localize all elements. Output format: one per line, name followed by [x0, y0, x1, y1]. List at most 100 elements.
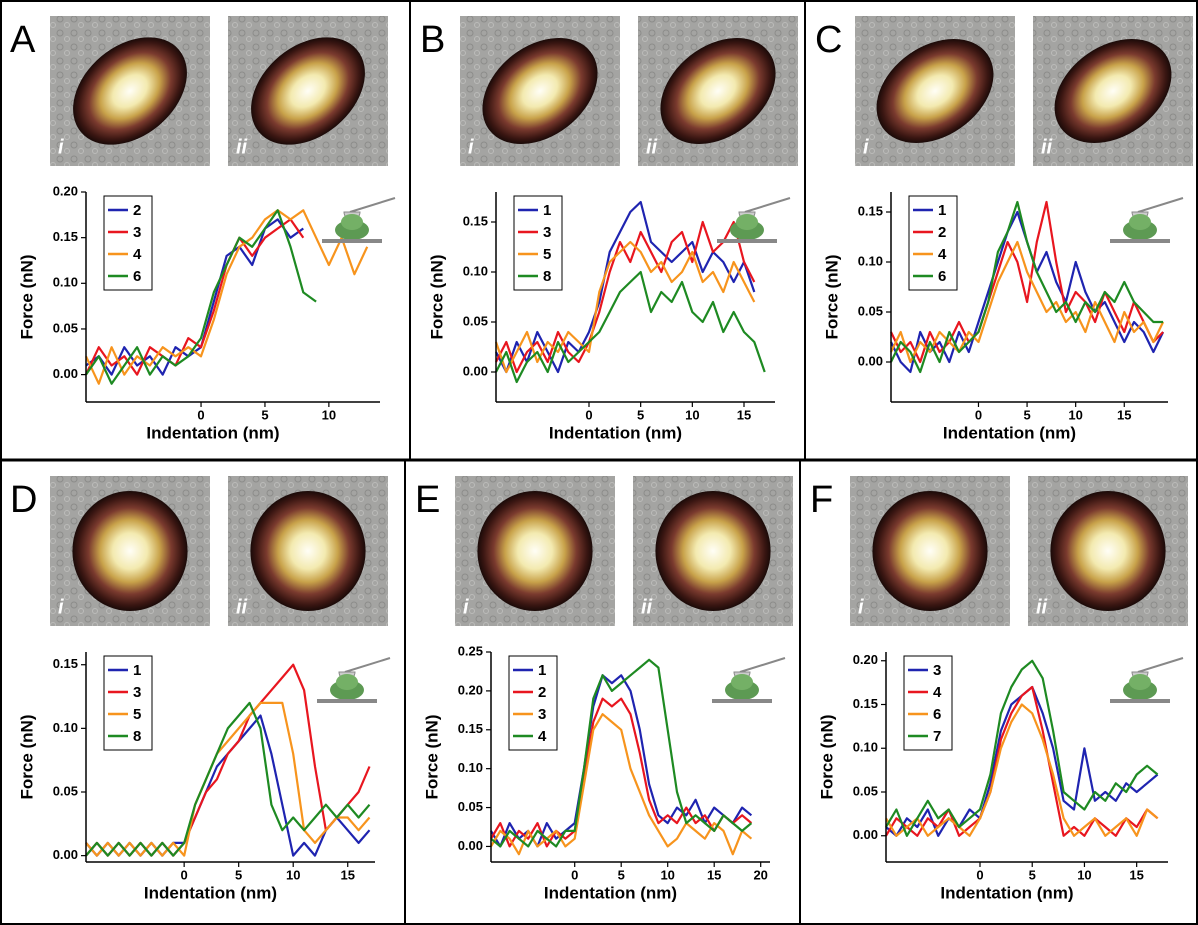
force-curve	[490, 658, 753, 848]
x-tick-label: 15	[1117, 407, 1131, 422]
legend: 2 3 4 6	[103, 195, 153, 291]
y-tick-label: 0.10	[53, 720, 78, 735]
y-axis-label: Force (nN)	[17, 715, 36, 800]
y-tick-label: 0.00	[853, 827, 878, 842]
force-curve	[890, 200, 1164, 364]
y-tick-label: 0.05	[858, 303, 883, 318]
x-tick-label: 5	[1029, 867, 1036, 882]
x-tick-label: 0	[976, 867, 983, 882]
y-tick-label: 0.20	[853, 652, 878, 667]
legend-label: 5	[133, 706, 141, 723]
afm-image: i	[850, 476, 1010, 626]
image-label: i	[468, 136, 474, 158]
y-tick-label: 0.15	[463, 213, 488, 228]
panel: Ai ii0.000.050.100.150.200 5 10Indentation …	[10, 16, 396, 442]
x-tick-label: 0	[585, 407, 592, 422]
y-axis-label: Force (nN)	[822, 255, 841, 340]
image-label: i	[463, 596, 469, 618]
image-label: ii	[236, 136, 248, 158]
legend-label: 1	[538, 662, 546, 679]
legend-label: 5	[543, 246, 551, 263]
afm-image: ii	[633, 476, 793, 626]
force-curve	[85, 701, 371, 857]
x-tick-label: 5	[235, 867, 242, 882]
afm-image: i	[855, 16, 1015, 166]
legend: 1 3 5 8	[513, 195, 563, 291]
y-tick-label: 0.05	[853, 783, 878, 798]
image-label: ii	[1041, 136, 1053, 158]
x-axis-label: Indentation (nm)	[940, 883, 1073, 902]
legend-label: 8	[543, 268, 551, 285]
force-curve	[85, 209, 317, 385]
y-tick-label: 0.15	[853, 696, 878, 711]
legend: 1 3 5 8	[103, 655, 153, 751]
x-tick-label: 0	[975, 407, 982, 422]
force-curve	[85, 209, 369, 385]
y-tick-label: 0.15	[858, 203, 883, 218]
force-curve	[85, 218, 305, 376]
force-curve	[885, 703, 1159, 837]
afm-image: i	[50, 16, 210, 166]
x-tick-label: 0	[197, 407, 204, 422]
x-tick-label: 10	[660, 867, 674, 882]
x-tick-label: 15	[1129, 867, 1143, 882]
y-tick-label: 0.05	[458, 799, 483, 814]
panel-label: E	[415, 479, 440, 521]
x-tick-label: 10	[286, 867, 300, 882]
legend-label: 2	[938, 224, 946, 241]
x-axis-label: Indentation (nm)	[144, 883, 277, 902]
y-tick-label: 0.00	[53, 847, 78, 862]
y-tick-label: 0.10	[463, 263, 488, 278]
x-axis-label: Indentation (nm)	[146, 423, 279, 442]
cantilever-icon	[712, 657, 786, 703]
legend-box	[513, 195, 563, 291]
force-curve	[890, 240, 1165, 364]
legend: 1 2 3 4	[508, 655, 558, 751]
y-axis-label: Force (nN)	[422, 715, 441, 800]
legend: 3 4 6 7	[903, 655, 953, 751]
force-curve	[885, 685, 1159, 837]
y-tick-label: 0.05	[53, 783, 78, 798]
legend-label: 6	[133, 268, 141, 285]
panel: Fi ii0.000.050.100.150.200 5 10 15Indentatio…	[810, 476, 1188, 902]
panel-label: F	[810, 479, 833, 521]
image-label: ii	[1036, 596, 1048, 618]
legend-label: 4	[538, 728, 547, 745]
y-tick-label: 0.00	[458, 838, 483, 853]
panel-label: C	[815, 19, 842, 61]
force-curve	[890, 200, 1164, 374]
image-label: i	[58, 596, 64, 618]
legend-label: 4	[938, 246, 947, 263]
y-tick-label: 0.10	[53, 275, 78, 290]
x-tick-label: 5	[261, 407, 268, 422]
x-tick-label: 5	[618, 867, 625, 882]
image-label: i	[858, 596, 864, 618]
y-tick-label: 0.15	[53, 656, 78, 671]
legend-box	[908, 195, 958, 291]
image-label: ii	[641, 596, 653, 618]
y-tick-label: 0.00	[463, 363, 488, 378]
x-tick-label: 10	[1068, 407, 1082, 422]
panel-label: B	[420, 19, 445, 61]
legend-label: 8	[133, 728, 141, 745]
x-tick-label: 10	[1077, 867, 1091, 882]
x-tick-label: 10	[322, 407, 336, 422]
legend-label: 1	[543, 202, 551, 219]
x-axis-label: Indentation (nm)	[544, 883, 677, 902]
legend-label: 1	[938, 202, 946, 219]
force-curve	[490, 697, 753, 848]
panel-label: D	[10, 479, 37, 521]
afm-image: i	[460, 16, 620, 166]
afm-image: ii	[1028, 476, 1188, 626]
cantilever-icon	[1110, 657, 1184, 703]
y-axis-label: Force (nN)	[17, 255, 36, 340]
legend-label: 2	[133, 202, 141, 219]
afm-image: ii	[228, 16, 388, 166]
y-tick-label: 0.05	[53, 320, 78, 335]
legend-box	[903, 655, 953, 751]
legend-label: 4	[933, 684, 942, 701]
y-axis-label: Force (nN)	[817, 715, 836, 800]
